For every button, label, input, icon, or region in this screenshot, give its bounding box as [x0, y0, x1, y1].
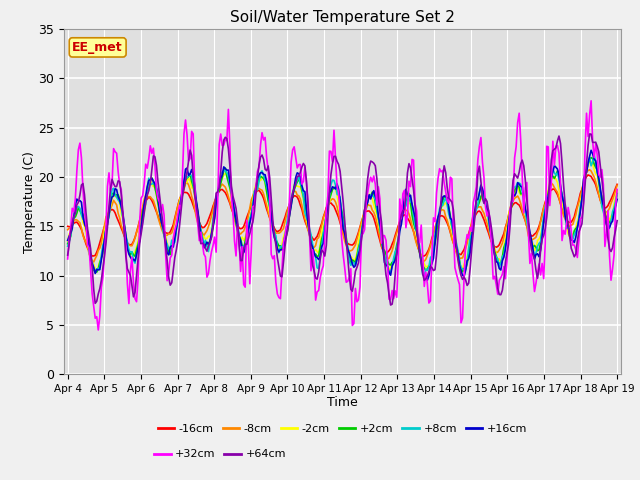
Text: EE_met: EE_met [72, 41, 123, 54]
Title: Soil/Water Temperature Set 2: Soil/Water Temperature Set 2 [230, 10, 455, 25]
Legend: +32cm, +64cm: +32cm, +64cm [149, 445, 291, 464]
Y-axis label: Temperature (C): Temperature (C) [22, 151, 36, 252]
X-axis label: Time: Time [327, 396, 358, 408]
